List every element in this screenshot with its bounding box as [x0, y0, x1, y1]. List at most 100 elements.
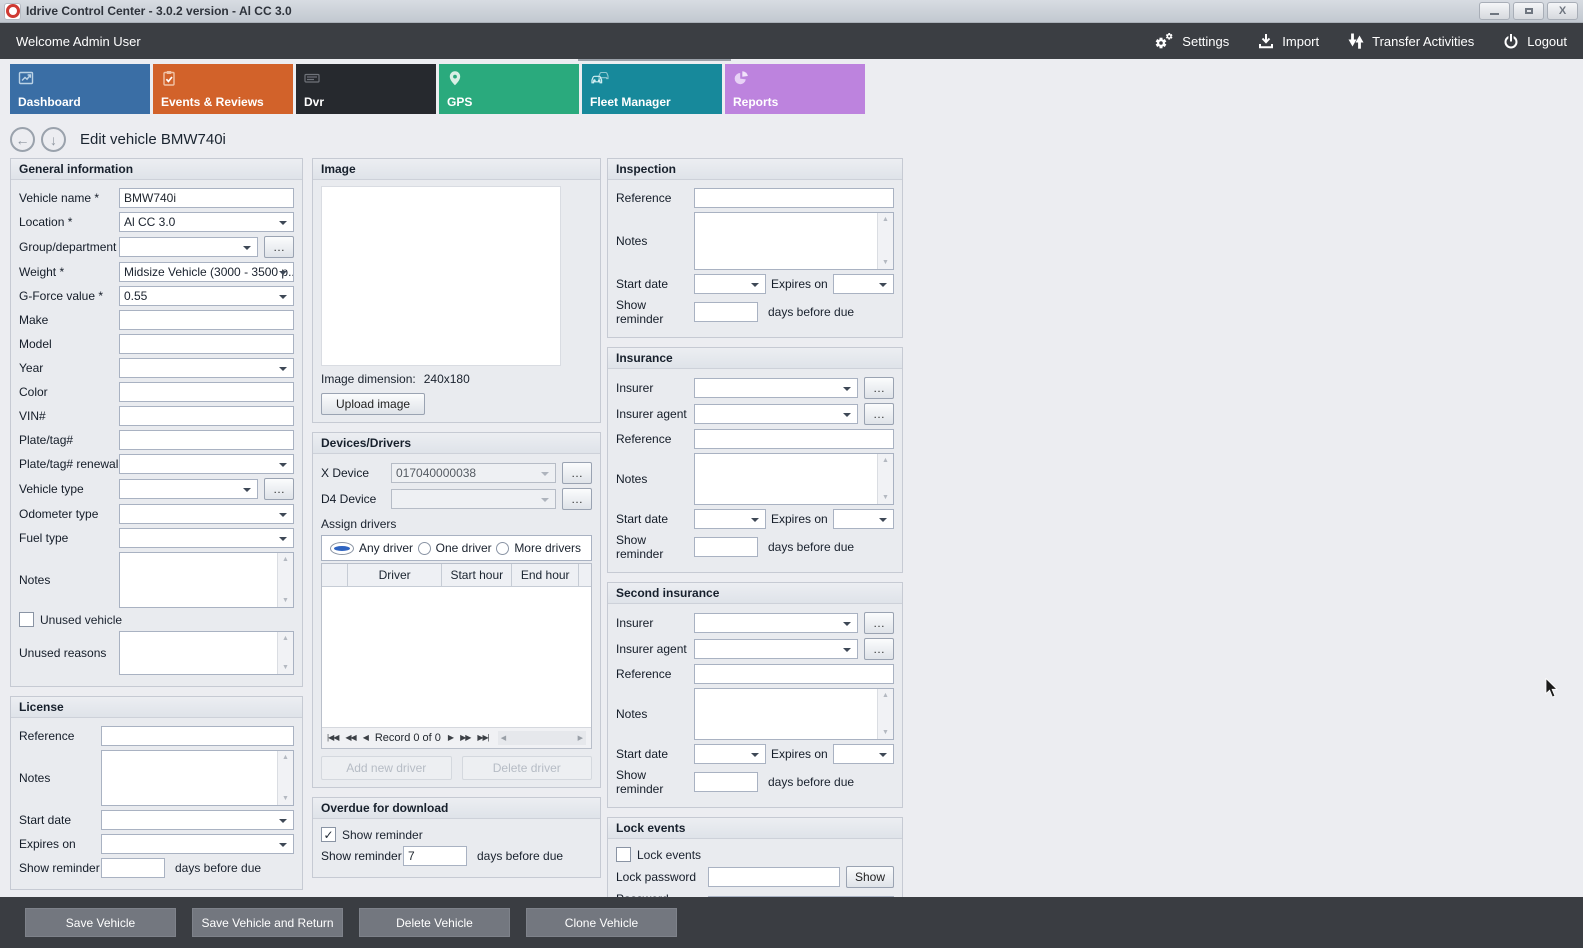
pager-fast-next-icon[interactable]: ▶▶ [460, 733, 471, 742]
expires-on-select[interactable] [832, 744, 894, 764]
g-force-value-select[interactable]: 0.55 [119, 286, 294, 306]
start-date-select[interactable] [694, 274, 766, 294]
radio-one-driver[interactable]: One driver [417, 541, 492, 555]
delete-vehicle-button[interactable]: Delete Vehicle [359, 908, 510, 937]
odometer-type-select[interactable] [119, 504, 294, 524]
tab-events-reviews[interactable]: Events & Reviews [153, 64, 293, 114]
show-reminder-input[interactable] [694, 537, 758, 557]
column-header-end-hour[interactable]: End hour [512, 564, 579, 586]
lock-events-checkbox[interactable] [616, 847, 631, 862]
close-button[interactable]: X [1547, 2, 1578, 20]
scroll-left-icon[interactable]: ◀ [500, 734, 507, 742]
scroll-up-icon[interactable]: ▲ [282, 754, 289, 761]
logout-action[interactable]: Logout [1502, 32, 1567, 50]
x-device-select[interactable]: 017040000038 [391, 463, 556, 483]
pager-fast-prev-icon[interactable]: ◀◀ [345, 733, 356, 742]
scroll-down-icon[interactable]: ▼ [282, 597, 289, 604]
show-reminder-input[interactable] [694, 302, 758, 322]
reference-input[interactable] [694, 664, 894, 684]
save-vehicle-and-return-button[interactable]: Save Vehicle and Return [192, 908, 343, 937]
show-reminder-input[interactable] [101, 858, 165, 878]
d4-device-browse-button[interactable]: … [562, 488, 592, 510]
unused-reasons-textarea[interactable]: ▲ ▼ [119, 631, 294, 675]
column-header-start-hour[interactable]: Start hour [442, 564, 513, 586]
color-input[interactable] [119, 382, 294, 402]
scroll-up-icon[interactable]: ▲ [882, 692, 889, 699]
scroll-down-icon[interactable]: ▼ [882, 494, 889, 501]
d4-device-select[interactable] [391, 489, 556, 509]
notes-textarea[interactable]: ▲ ▼ [694, 688, 894, 740]
start-date-select[interactable] [694, 509, 766, 529]
radio-any-driver[interactable]: Any driver [330, 541, 413, 555]
reference-input[interactable] [101, 726, 294, 746]
insurer-agent-select[interactable] [694, 404, 858, 424]
show-reminder-input[interactable] [403, 846, 467, 866]
fuel-type-select[interactable] [119, 528, 294, 548]
expires-on-select[interactable] [101, 834, 294, 854]
vehicle-type-select[interactable] [119, 479, 258, 499]
minimize-button[interactable] [1479, 2, 1510, 20]
scroll-right-icon[interactable]: ▶ [577, 734, 583, 742]
settings-action[interactable]: Settings [1154, 32, 1229, 50]
textarea-scrollbar[interactable]: ▲ ▼ [877, 689, 893, 739]
pager-last-icon[interactable]: ▶▶| [477, 733, 489, 742]
pager-prev-icon[interactable]: ◀ [362, 733, 369, 742]
year-select[interactable] [119, 358, 294, 378]
lock-password-input[interactable] [708, 867, 840, 887]
textarea-scrollbar[interactable]: ▲ ▼ [877, 454, 893, 504]
scroll-down-icon[interactable]: ▼ [882, 729, 889, 736]
add-new-driver-button[interactable]: Add new driver [321, 756, 452, 780]
scroll-down-button[interactable]: ↓ [41, 127, 66, 152]
tab-gps[interactable]: GPS [439, 64, 579, 114]
location-select[interactable]: Al CC 3.0 [119, 212, 294, 232]
column-header-driver[interactable]: Driver [348, 564, 443, 586]
insurer-agent-select[interactable] [694, 639, 858, 659]
textarea-scrollbar[interactable]: ▲ ▼ [277, 553, 293, 607]
scroll-up-icon[interactable]: ▲ [282, 556, 289, 563]
unused-vehicle-checkbox[interactable] [19, 612, 34, 627]
group-department-select[interactable] [119, 237, 258, 257]
textarea-scrollbar[interactable]: ▲ ▼ [277, 632, 293, 674]
expires-on-select[interactable] [832, 509, 894, 529]
make-input[interactable] [119, 310, 294, 330]
scroll-down-icon[interactable]: ▼ [882, 259, 889, 266]
scroll-down-icon[interactable]: ▼ [282, 664, 289, 671]
pager-first-icon[interactable]: |◀◀ [327, 733, 339, 742]
plate-tag-renewal-select[interactable] [119, 454, 294, 474]
vehicle-type-browse-button[interactable]: … [264, 478, 294, 500]
transfer-activities-action[interactable]: Transfer Activities [1347, 32, 1474, 50]
radio-more-drivers[interactable]: More drivers [496, 541, 581, 555]
scroll-down-icon[interactable]: ▼ [282, 795, 289, 802]
scroll-up-icon[interactable]: ▲ [282, 635, 289, 642]
notes-textarea[interactable]: ▲ ▼ [119, 552, 294, 608]
tab-dashboard[interactable]: Dashboard [10, 64, 150, 114]
show-password-button[interactable]: Show [845, 866, 894, 888]
upload-image-button[interactable]: Upload image [321, 393, 426, 415]
tab-dvr[interactable]: Dvr [296, 64, 436, 114]
insurer-browse-button[interactable]: … [864, 612, 894, 634]
reference-input[interactable] [694, 429, 894, 449]
show-reminder-input[interactable] [694, 772, 758, 792]
x-device-browse-button[interactable]: … [562, 462, 592, 484]
insurer-select[interactable] [694, 378, 858, 398]
insurer-agent-browse-button[interactable]: … [864, 638, 894, 660]
model-input[interactable] [119, 334, 294, 354]
reference-input[interactable] [694, 188, 894, 208]
show-reminder-checkbox[interactable]: ✓ [321, 827, 336, 842]
notes-textarea[interactable]: ▲ ▼ [694, 212, 894, 270]
back-button[interactable]: ← [10, 127, 35, 152]
textarea-scrollbar[interactable]: ▲ ▼ [877, 213, 893, 269]
insurer-agent-browse-button[interactable]: … [864, 403, 894, 425]
scroll-up-icon[interactable]: ▲ [882, 216, 889, 223]
delete-driver-button[interactable]: Delete driver [461, 756, 592, 780]
plate-tag-input[interactable] [119, 430, 294, 450]
notes-textarea[interactable]: ▲ ▼ [694, 453, 894, 505]
pager-next-icon[interactable]: ▶ [447, 733, 454, 742]
group-department-browse-button[interactable]: … [264, 236, 294, 258]
start-date-select[interactable] [101, 810, 294, 830]
insurer-select[interactable] [694, 613, 858, 633]
weight-select[interactable]: Midsize Vehicle (3000 - 3500 p... [119, 262, 294, 282]
scroll-up-icon[interactable]: ▲ [882, 457, 889, 464]
tab-reports[interactable]: Reports [725, 64, 865, 114]
grid-h-scrollbar[interactable]: ◀ ▶ [497, 731, 586, 745]
